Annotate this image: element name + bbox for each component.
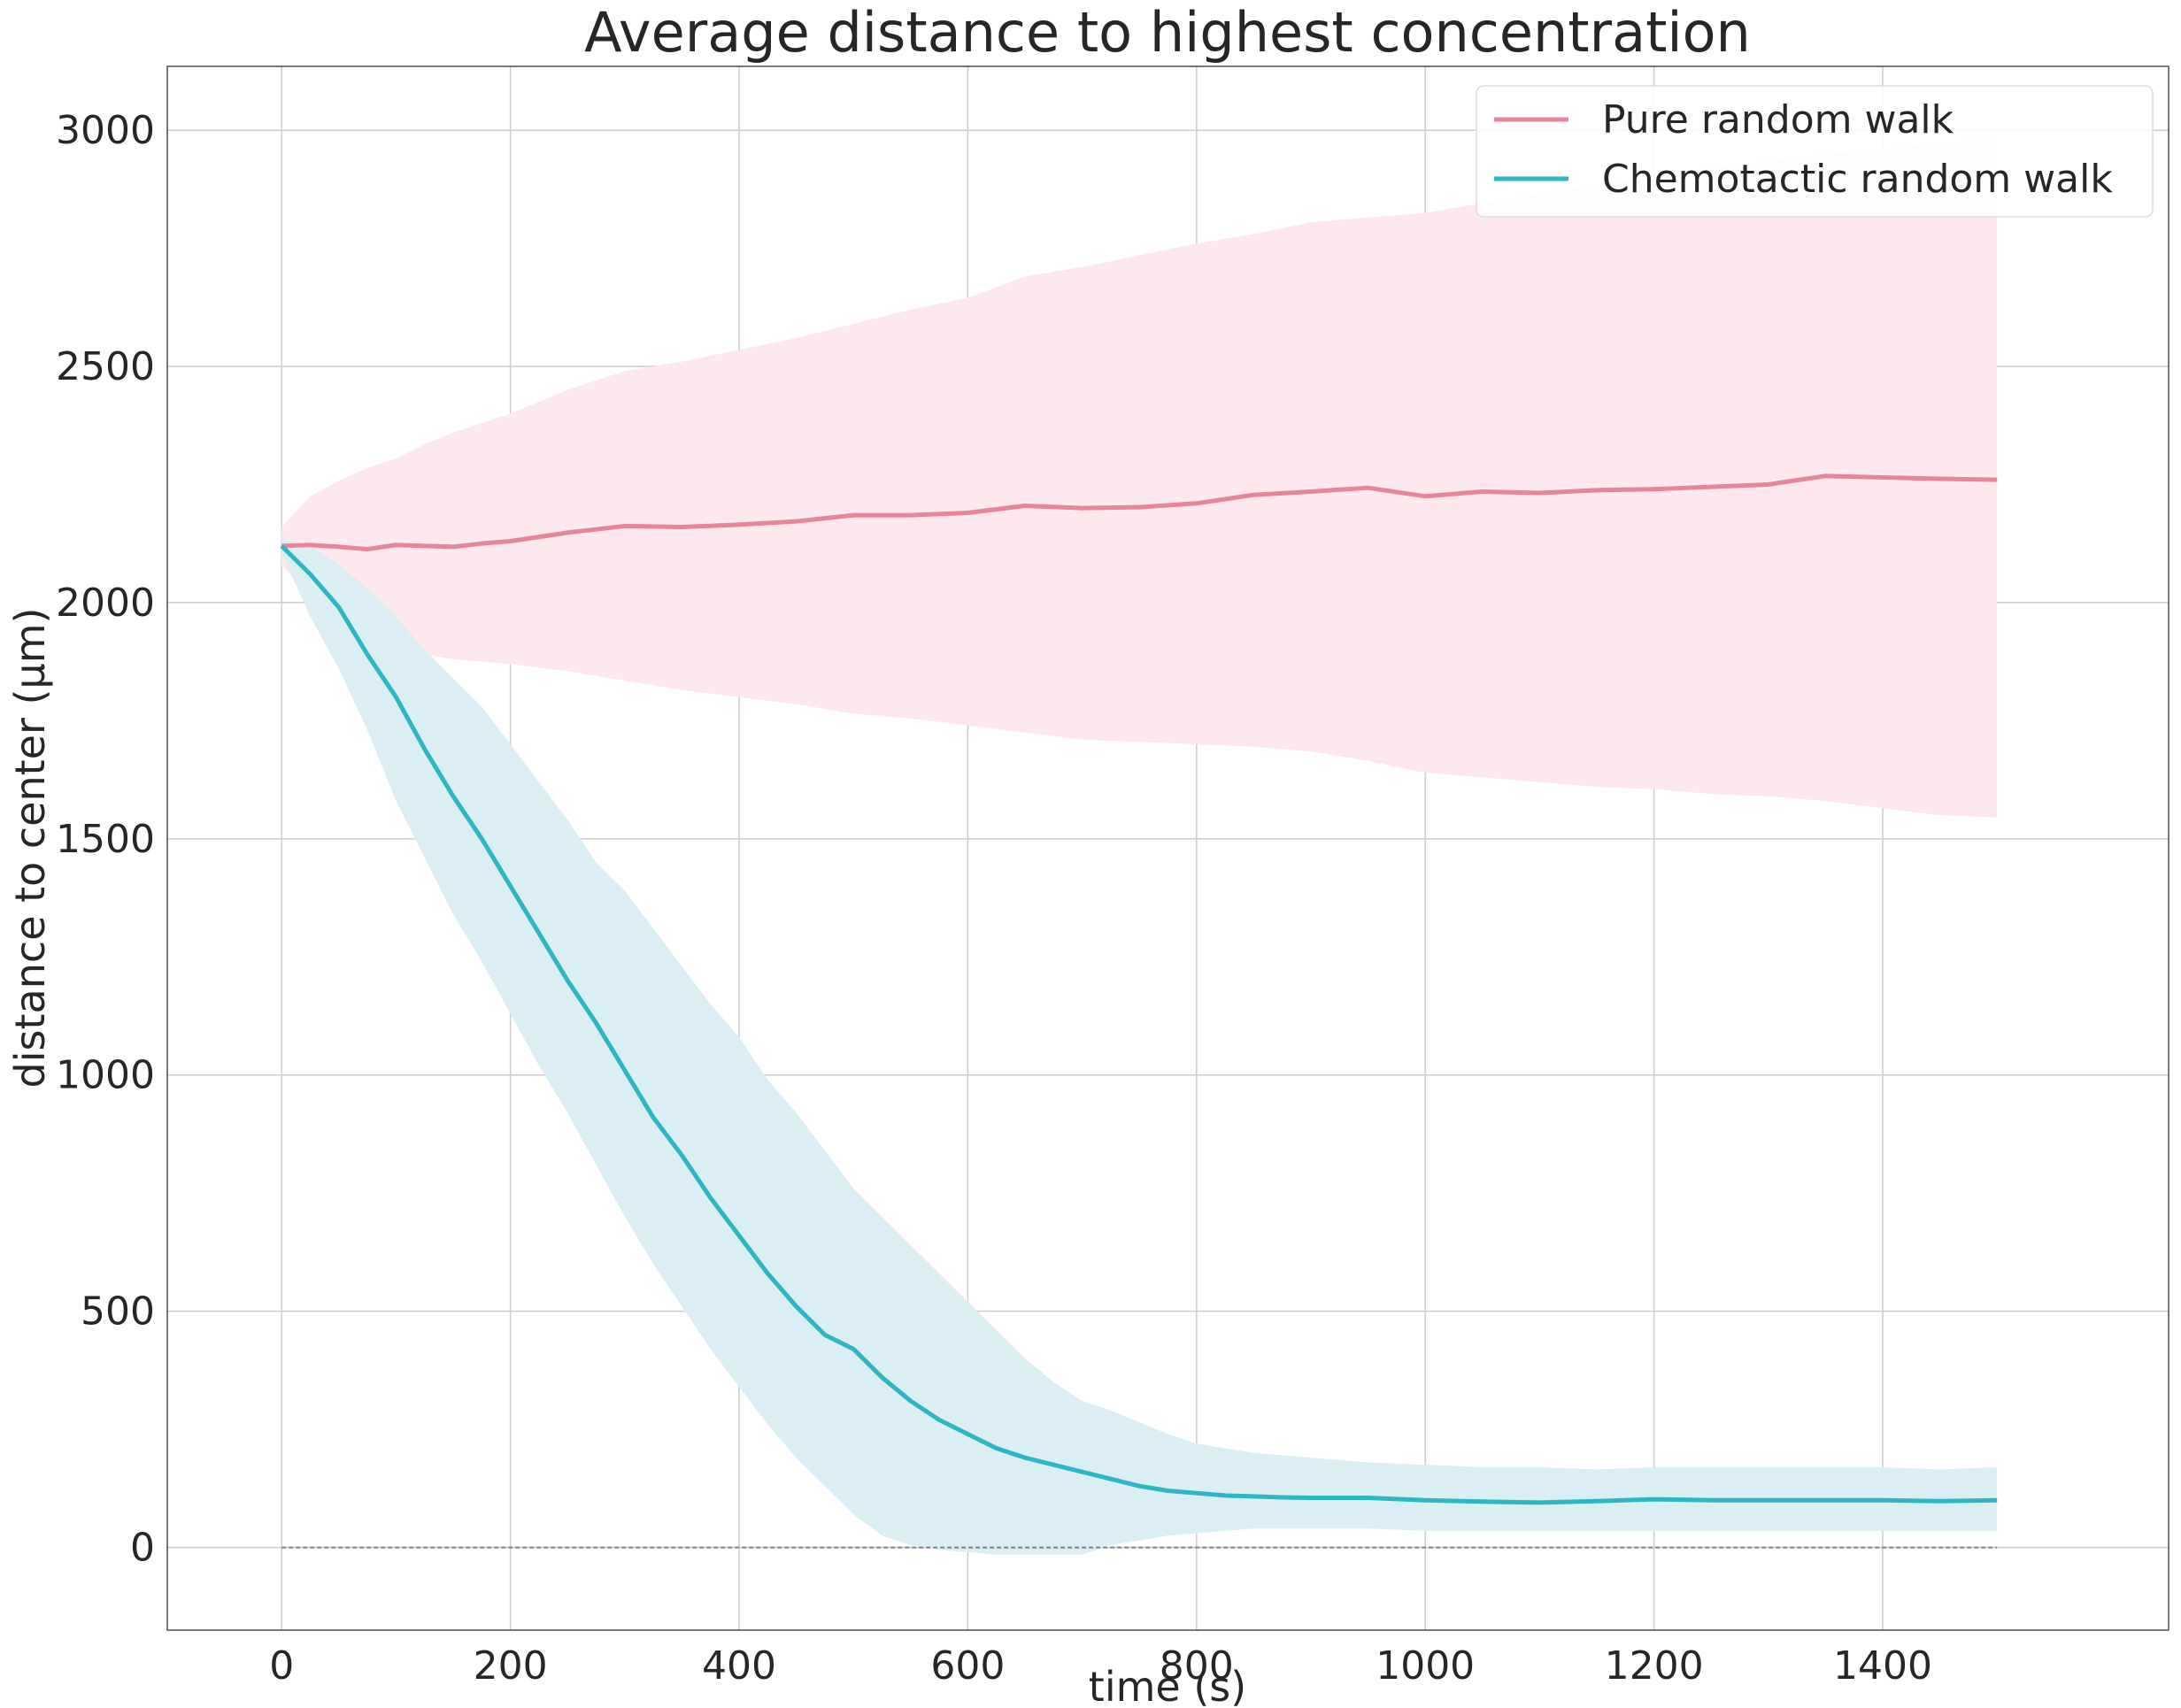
y-tick-label: 2000 bbox=[56, 581, 155, 626]
plot-frame bbox=[166, 65, 2169, 1631]
y-tick-label: 500 bbox=[81, 1289, 155, 1335]
legend-label-pure-random-walk: Pure random walk bbox=[1602, 97, 1954, 142]
y-tick-label: 3000 bbox=[56, 108, 155, 153]
x-tick-label: 600 bbox=[930, 1643, 1005, 1689]
x-tick-label: 1400 bbox=[1833, 1643, 1932, 1689]
y-tick-label: 2500 bbox=[56, 344, 155, 389]
x-axis-label: time (s) bbox=[1089, 1663, 1246, 1708]
y-tick-label: 0 bbox=[130, 1526, 155, 1571]
x-tick-label: 400 bbox=[702, 1643, 776, 1689]
tick-label-layer: 0 200 400 600 800 1000 1200 1400 0 500 1000 1500 200… bbox=[56, 108, 1932, 1689]
series-line-1 bbox=[280, 544, 1998, 1505]
series-band-0 bbox=[281, 139, 1998, 818]
legend: Pure random walk Chemotactic random walk bbox=[1476, 85, 2154, 218]
legend-box bbox=[1476, 85, 2154, 218]
line-layer bbox=[280, 473, 1998, 1505]
x-tick-label: 800 bbox=[1160, 1643, 1234, 1689]
legend-label-chemotactic-random-walk: Chemotactic random walk bbox=[1602, 157, 2113, 202]
y-tick-label: 1500 bbox=[56, 817, 155, 862]
x-tick-label: 1000 bbox=[1376, 1643, 1475, 1689]
x-tick-label: 1200 bbox=[1605, 1643, 1704, 1689]
band-layer bbox=[281, 139, 1998, 1555]
series-line-0 bbox=[281, 473, 1998, 552]
series-band-1 bbox=[281, 538, 1998, 1555]
chart-title: Average distance to highest concentratio… bbox=[584, 0, 1751, 65]
x-tick-label: 200 bbox=[474, 1643, 548, 1689]
x-tick-label: 0 bbox=[269, 1643, 294, 1689]
y-tick-label: 1000 bbox=[56, 1053, 155, 1098]
y-axis-label: distance to center (μm) bbox=[6, 608, 54, 1089]
